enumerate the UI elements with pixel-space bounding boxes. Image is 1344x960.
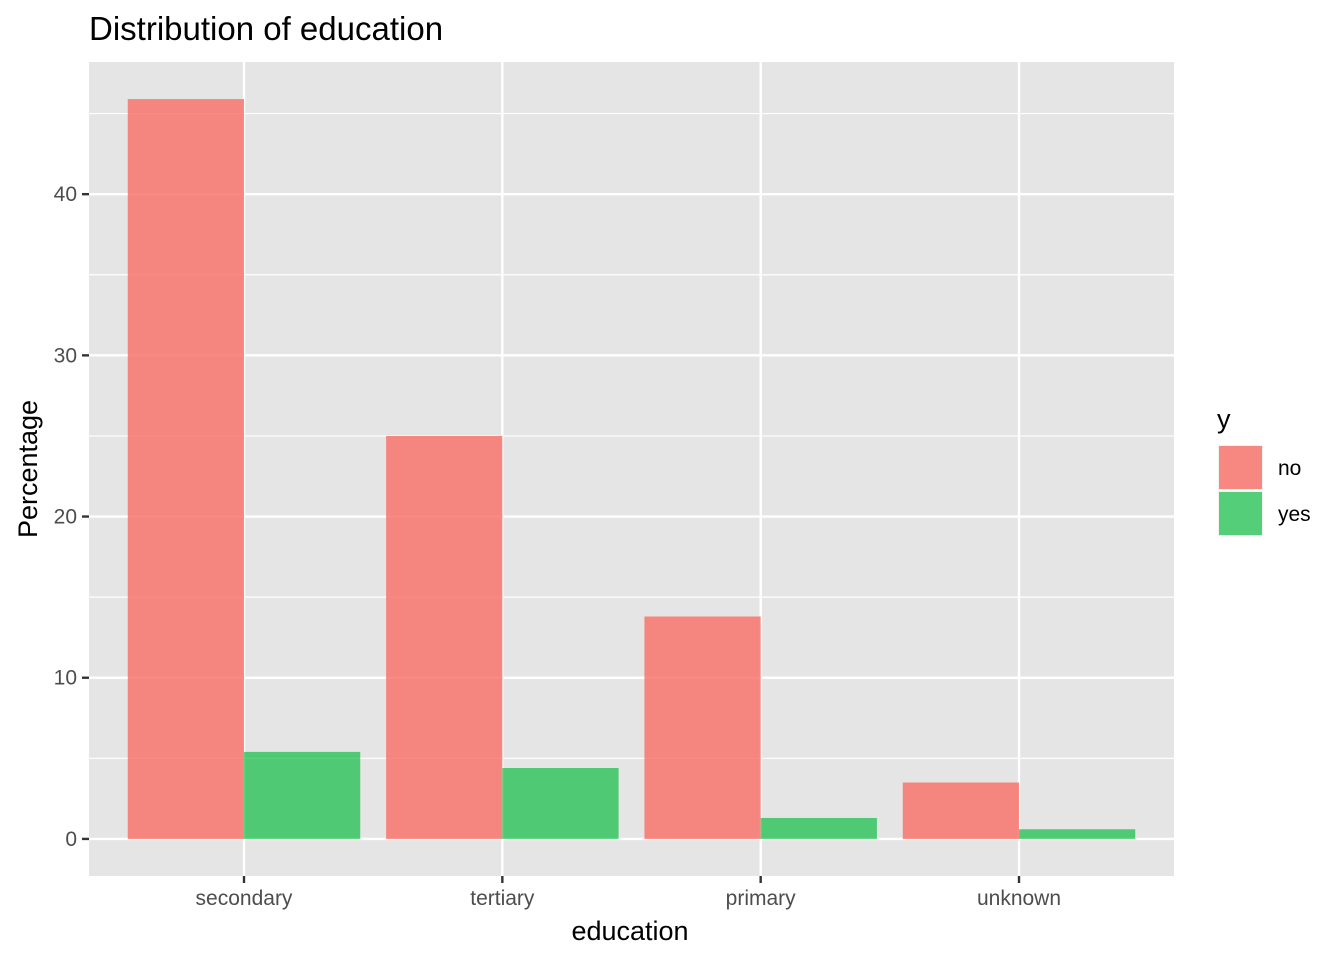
bar-unknown-no [902,782,1019,839]
y-axis-title: Percentage [13,400,43,538]
x-axis: secondary tertiary primary unknown [196,876,1061,910]
bar-secondary-yes [244,751,361,839]
bar-tertiary-yes [502,768,619,839]
x-axis-title: education [571,916,688,946]
legend: y no yes [1217,404,1311,536]
y-axis: 0 10 20 30 40 [54,183,89,851]
y-tick-label: 20 [54,506,77,529]
bar-primary-no [644,616,761,839]
bar-primary-yes [760,817,877,839]
y-tick-label: 40 [54,183,77,206]
x-tick-label-unknown: unknown [977,887,1061,910]
x-tick-label-tertiary: tertiary [470,887,535,910]
bar-secondary-no [127,99,244,839]
bar-tertiary-no [386,435,503,839]
legend-key-yes [1219,492,1262,535]
y-tick-label: 0 [65,828,77,851]
legend-label-yes: yes [1278,503,1311,526]
legend-label-no: no [1278,457,1301,480]
x-tick-label-primary: primary [726,887,797,910]
y-tick-label: 10 [54,667,77,690]
y-tick-label: 30 [54,344,77,367]
legend-key-no [1219,446,1262,489]
plot-panel [89,62,1174,876]
bar-unknown-yes [1019,829,1136,839]
legend-title: y [1217,404,1231,434]
chart-title: Distribution of education [89,10,443,47]
x-tick-label-secondary: secondary [196,887,293,910]
bars [127,99,1136,839]
